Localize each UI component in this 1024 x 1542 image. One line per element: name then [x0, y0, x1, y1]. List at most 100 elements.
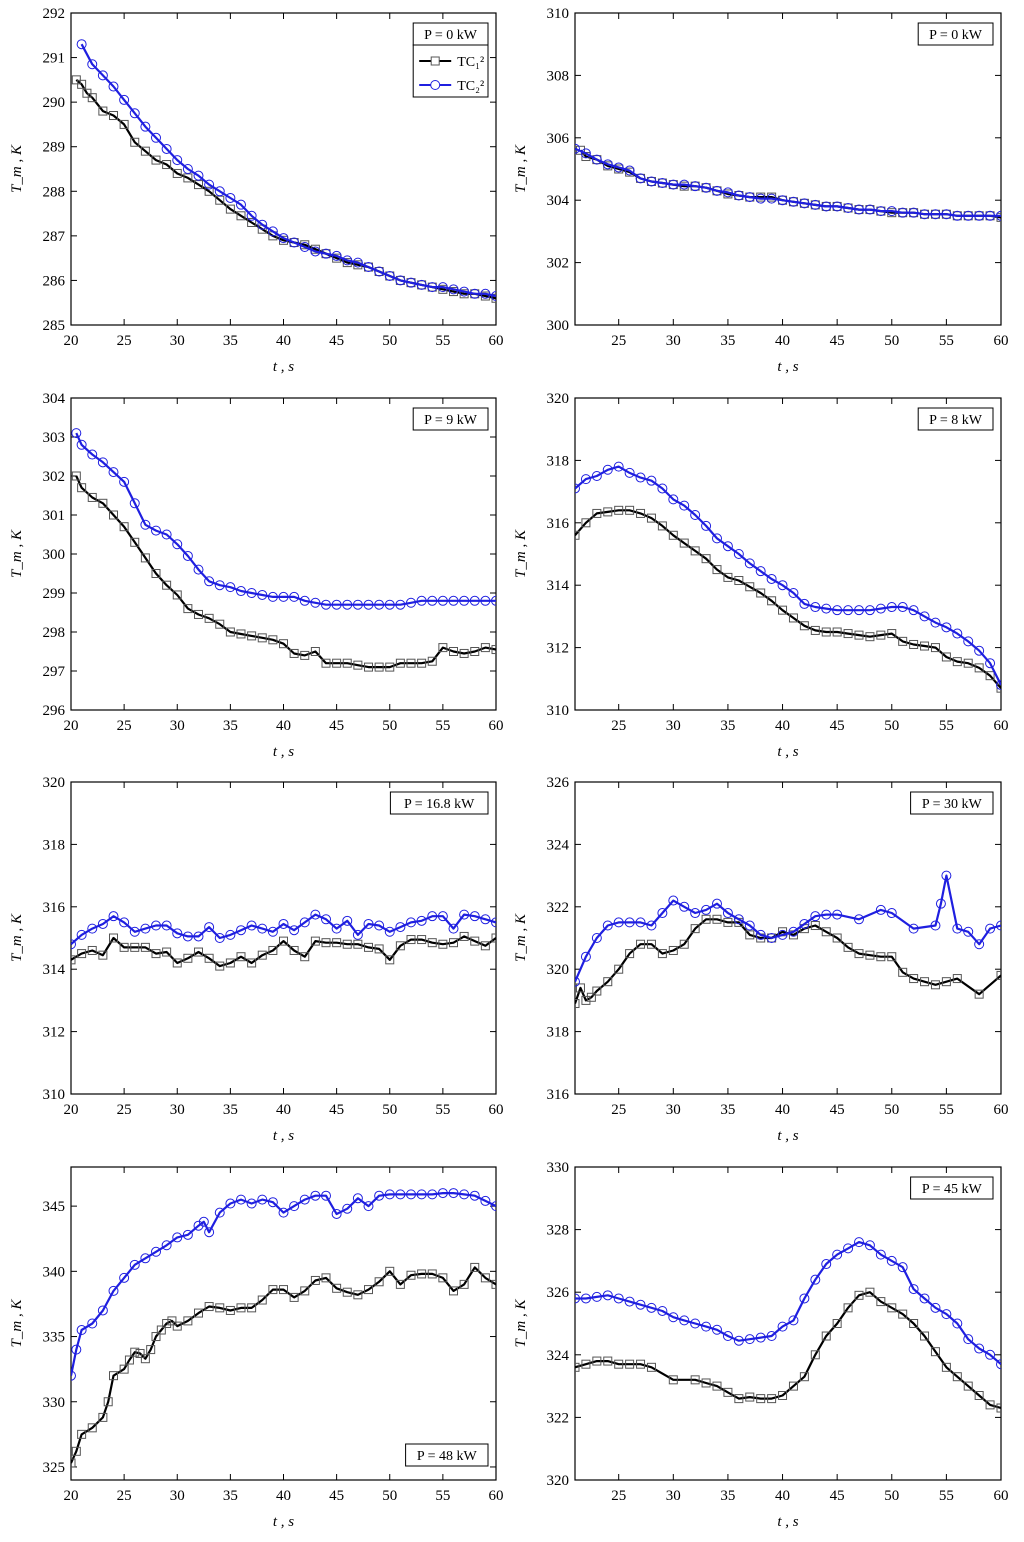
data-point-tc1	[592, 508, 602, 518]
data-point-tc2	[974, 645, 985, 656]
y-tick-label: 310	[43, 1087, 66, 1103]
legend-label-tc2: TC₂²	[457, 79, 484, 94]
data-point-tc1	[491, 1279, 496, 1289]
data-point-tc2	[843, 605, 854, 616]
data-point-tc2	[71, 1370, 76, 1381]
y-tick-label: 330	[547, 1160, 570, 1176]
y-tick-label: 300	[43, 547, 66, 563]
data-point-tc1	[843, 629, 853, 639]
data-point-tc1	[300, 1286, 310, 1296]
data-point-tc1	[985, 1400, 995, 1410]
x-tick-label: 25	[117, 333, 132, 349]
plot-frame	[70, 781, 497, 1095]
data-point-tc2	[679, 1315, 690, 1326]
data-point-tc1	[77, 79, 87, 89]
data-point-tc2	[299, 1194, 310, 1205]
data-point-tc1	[799, 621, 809, 631]
data-point-tc2	[843, 203, 854, 213]
data-point-tc2	[384, 926, 395, 937]
data-point-tc2	[930, 617, 941, 628]
x-tick-label: 30	[666, 333, 681, 349]
data-point-tc2	[352, 929, 363, 940]
data-point-tc1	[668, 1375, 678, 1385]
x-tick-label: 55	[939, 718, 954, 734]
data-point-tc2	[182, 164, 193, 174]
data-point-tc1	[140, 942, 150, 952]
data-point-tc2	[151, 1246, 161, 1257]
data-point-tc2	[602, 464, 613, 475]
data-point-tc2	[395, 599, 406, 610]
data-point-tc2	[843, 1243, 854, 1254]
data-point-tc2	[744, 1334, 755, 1345]
data-point-tc1	[385, 955, 395, 965]
data-point-tc2	[886, 602, 897, 613]
series-line-tc2	[575, 147, 1001, 217]
data-point-tc2	[985, 1349, 996, 1360]
data-point-tc2	[821, 201, 832, 212]
plot-frame	[574, 781, 1002, 1095]
x-tick-label: 50	[382, 1488, 397, 1504]
data-point-tc2	[406, 917, 416, 928]
x-tick-label: 25	[611, 1488, 626, 1504]
data-point-tc2	[151, 525, 161, 536]
data-point-tc1	[581, 1359, 591, 1369]
data-point-tc1	[843, 942, 853, 952]
data-point-tc1	[854, 1290, 864, 1300]
data-point-tc2	[952, 210, 963, 221]
data-point-tc1	[98, 498, 108, 508]
data-point-tc2	[448, 923, 459, 934]
series-line-tc1	[71, 1266, 496, 1464]
data-point-tc1	[701, 914, 711, 924]
data-point-tc1	[843, 1303, 853, 1313]
data-point-tc2	[821, 909, 832, 920]
data-point-tc2	[427, 911, 438, 922]
data-point-tc1	[449, 647, 458, 656]
data-point-tc2	[635, 1299, 646, 1310]
legend-title: P = 8 kW	[929, 413, 983, 428]
data-point-tc2	[236, 586, 246, 597]
data-point-tc2	[613, 1293, 624, 1304]
data-point-tc2	[886, 1255, 897, 1266]
data-point-tc1	[119, 522, 129, 532]
series-line-tc2	[75, 432, 496, 606]
data-point-tc1	[268, 1285, 278, 1295]
data-point-tc2	[854, 914, 864, 925]
data-point-tc2	[342, 915, 353, 926]
data-point-tc2	[214, 186, 225, 197]
data-point-tc1	[799, 1372, 809, 1382]
data-point-tc1	[887, 629, 897, 639]
data-point-tc1	[194, 609, 203, 619]
data-point-tc2	[624, 467, 635, 478]
data-point-tc2	[204, 576, 215, 587]
data-point-tc1	[236, 629, 246, 639]
series-2	[575, 461, 1001, 691]
data-point-tc1	[575, 999, 580, 1009]
data-point-tc2	[108, 1285, 119, 1296]
data-point-tc2	[974, 1343, 985, 1354]
data-point-tc2	[908, 605, 919, 616]
x-tick-label: 45	[329, 1102, 344, 1118]
data-point-tc2	[591, 154, 602, 165]
data-point-tc2	[299, 917, 310, 928]
data-point-tc2	[832, 201, 843, 212]
y-tick-label: 303	[43, 430, 66, 446]
data-point-tc1	[952, 657, 962, 667]
data-point-tc1	[395, 941, 405, 951]
data-point-tc1	[712, 565, 722, 575]
data-point-tc1	[920, 1331, 930, 1341]
data-point-tc1	[332, 1283, 342, 1293]
data-point-tc1	[162, 580, 172, 590]
x-tick-label: 55	[435, 333, 450, 349]
data-point-tc1	[417, 1269, 427, 1279]
data-point-tc1	[438, 939, 448, 949]
data-point-tc1	[614, 964, 624, 974]
data-point-tc1	[832, 933, 842, 943]
data-point-tc2	[722, 908, 733, 919]
x-axis-title: t , s	[273, 1128, 294, 1144]
data-point-tc1	[668, 945, 678, 955]
data-point-tc2	[941, 209, 952, 220]
data-point-tc2	[712, 533, 722, 544]
data-point-tc1	[575, 983, 585, 993]
panel-p48kw: 20 25 30 35 40 45 50 55 60 325 330 335 340 345 t , s T_…	[9, 1166, 504, 1530]
data-point-tc1	[310, 1275, 320, 1285]
